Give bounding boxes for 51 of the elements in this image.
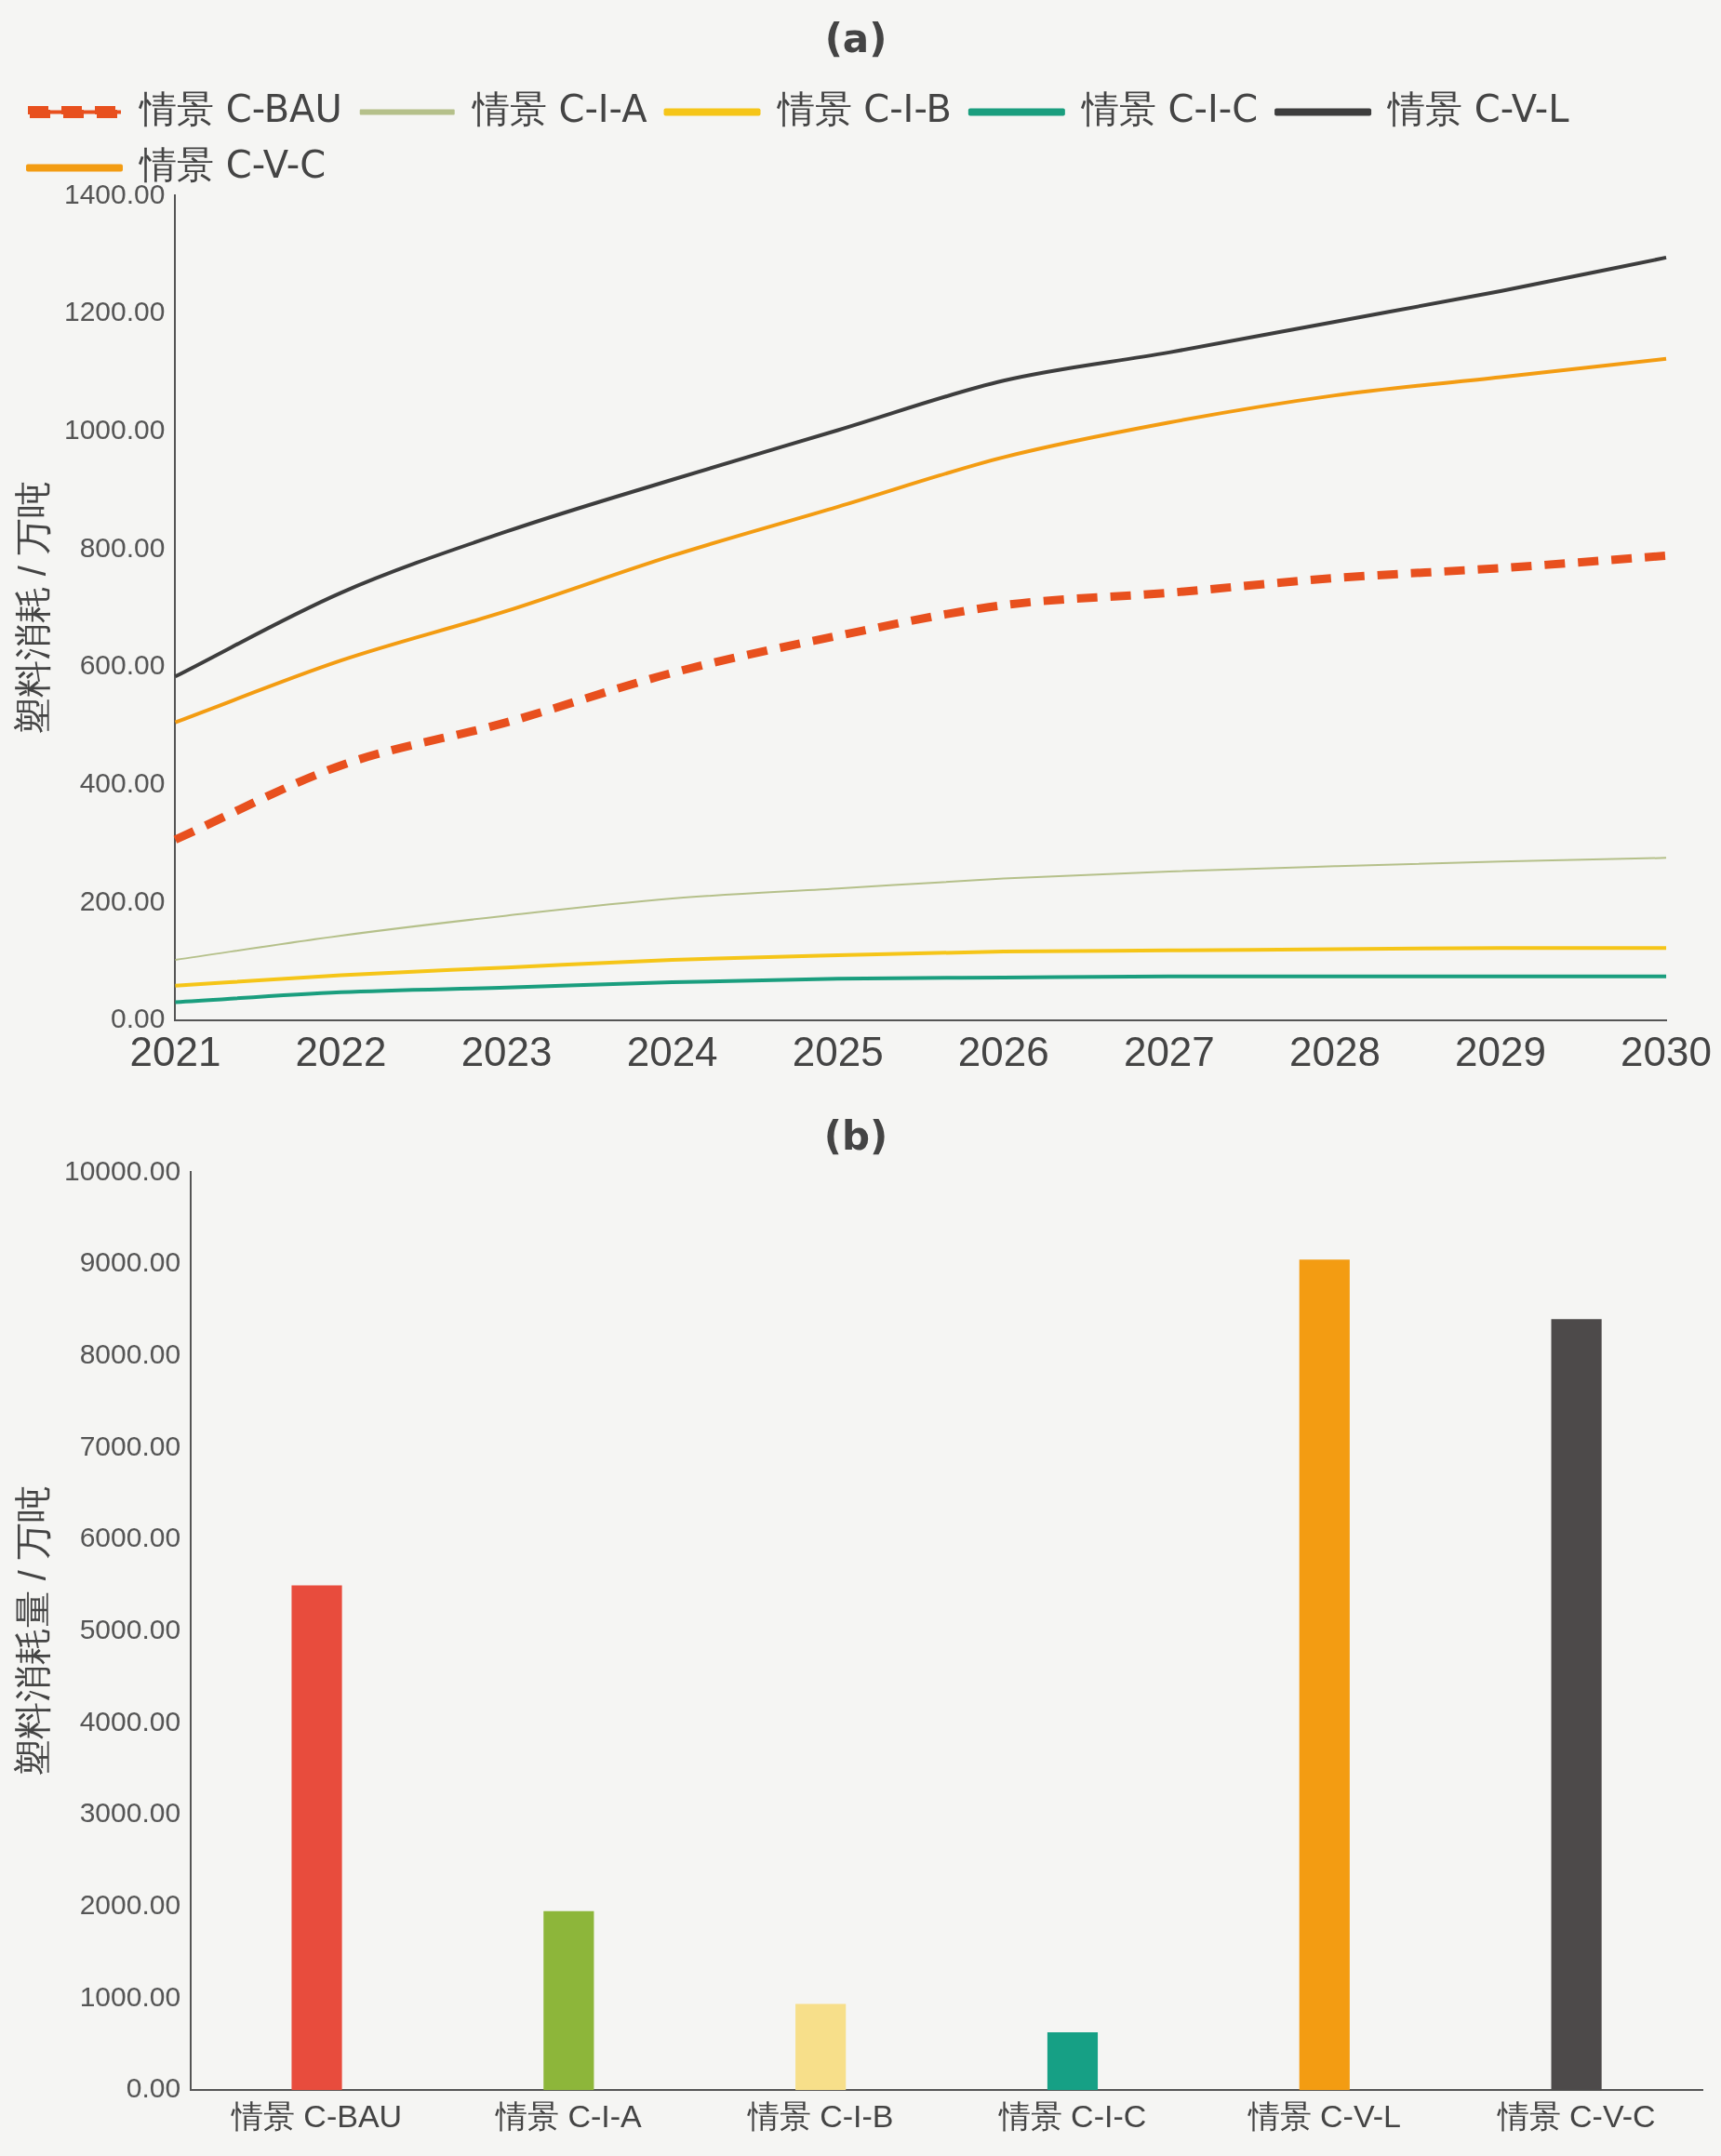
x-tick-label: 2022 (295, 1028, 387, 1074)
bar (543, 1910, 594, 2091)
y-tick-label: 600.00 (79, 649, 166, 681)
y-tick-label: 400.00 (79, 767, 166, 799)
x-tick-label: 2027 (1123, 1028, 1215, 1074)
bar (795, 2003, 847, 2091)
y-tick-label: 1000.00 (63, 414, 166, 446)
x-tick-label: 2023 (460, 1028, 553, 1074)
y-tick-label: 1000.00 (79, 1980, 181, 2012)
line-series (173, 356, 1669, 725)
y-tick-label: 7000.00 (79, 1430, 181, 1461)
bar (291, 1585, 342, 2091)
line-series (174, 857, 1668, 961)
x-tick-label: 2026 (957, 1028, 1049, 1074)
y-axis-title: 塑料消耗 / 万吨 (12, 481, 54, 736)
legend-label: 情景 C-I-A (470, 87, 648, 130)
line-series (173, 255, 1669, 679)
x-tick-label: 2029 (1455, 1028, 1546, 1074)
y-tick-label: 9000.00 (79, 1246, 181, 1278)
x-tick-label: 情景 C-I-A (494, 2097, 643, 2134)
legend-label: 情景 C-BAU (138, 87, 342, 130)
y-tick-label: 6000.00 (79, 1522, 181, 1553)
y-tick-label: 5000.00 (79, 1614, 181, 1645)
x-tick-label: 2030 (1621, 1028, 1712, 1074)
x-tick-label: 情景 C-BAU (230, 2097, 403, 2134)
chart-title: (a) (824, 16, 887, 62)
legend-label: 情景 C-I-B (775, 87, 952, 130)
x-tick-label: 情景 C-V-L (1247, 2097, 1401, 2134)
legend-label: 情景 C-I-C (1079, 87, 1259, 130)
line-series (173, 946, 1669, 988)
chart-title: (b) (823, 1113, 888, 1160)
y-tick-label: 0.00 (126, 2072, 181, 2104)
bar (1299, 1259, 1350, 2091)
y-axis-title: 塑料消耗量 / 万吨 (12, 1485, 54, 1777)
y-tick-label: 200.00 (79, 885, 166, 916)
x-tick-label: 情景 C-I-C (997, 2097, 1147, 2134)
y-tick-label: 4000.00 (79, 1705, 181, 1737)
y-tick-label: 1200.00 (63, 296, 166, 327)
y-tick-label: 2000.00 (79, 1889, 181, 1921)
legend-label: 情景 C-V-L (1386, 87, 1570, 130)
x-tick-label: 2025 (792, 1028, 884, 1074)
y-tick-label: 800.00 (79, 531, 166, 563)
line-series (173, 974, 1669, 1005)
bar (1047, 2032, 1099, 2091)
y-tick-label: 8000.00 (79, 1338, 181, 1370)
x-tick-label: 情景 C-I-B (746, 2097, 894, 2134)
y-tick-label: 3000.00 (79, 1797, 181, 1829)
y-tick-label: 10000.00 (63, 1154, 181, 1186)
x-tick-label: 2028 (1288, 1028, 1381, 1074)
x-tick-label: 情景 C-V-C (1496, 2097, 1656, 2134)
x-tick-label: 2024 (626, 1028, 718, 1074)
